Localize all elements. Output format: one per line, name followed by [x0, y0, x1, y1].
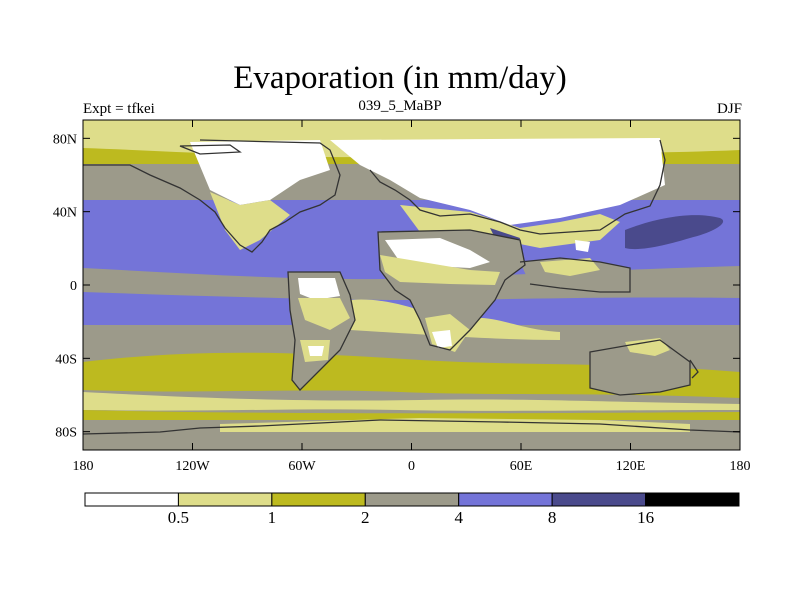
colorbar-swatch — [458, 492, 553, 507]
coastline-africa — [377, 229, 526, 351]
experiment-label: Expt = tfkei — [83, 101, 155, 117]
coastline-south-america — [287, 271, 356, 391]
field-sam-white2 — [308, 346, 324, 356]
lon-tick-label: 60W — [288, 459, 316, 474]
field-tibet-white — [575, 240, 590, 252]
lon-tick-label: 60E — [510, 459, 533, 474]
lon-tick-label: 120W — [175, 459, 210, 474]
colorbar-swatch — [645, 492, 740, 507]
field-eurasia-white — [330, 138, 665, 225]
lat-tick-label: 40S — [55, 352, 77, 367]
coastlines — [83, 139, 740, 435]
colorbar-swatch — [271, 492, 366, 507]
coastline-arctic-island — [179, 144, 242, 155]
coastline-antarctica — [83, 419, 740, 435]
field-band-s-light — [83, 392, 740, 411]
colorbar-swatch — [551, 492, 647, 507]
colorbar-label: 1 — [268, 508, 277, 527]
field-na-white — [190, 140, 330, 205]
coastline-eurasia — [369, 139, 666, 235]
colorbar-label: 2 — [361, 508, 370, 527]
field-s-africa-white — [432, 330, 452, 348]
coastline-australia — [589, 339, 691, 396]
map-plot-area — [83, 120, 740, 450]
field-band-s-olive — [83, 352, 740, 398]
coastline-north-america — [83, 139, 341, 253]
field-australia — [590, 340, 690, 395]
colorbar-swatch — [177, 492, 273, 507]
field-antarctica — [83, 430, 740, 450]
field-sam-white — [298, 278, 340, 300]
colorbar-label: 8 — [548, 508, 557, 527]
lat-tick-label: 80N — [53, 132, 77, 147]
map-axes: 180 120W 60W 0 60E 120E 180 80N 40N 0 40S 80S — [53, 120, 751, 474]
coastline-se-asia — [519, 257, 631, 293]
colorbar-swatch — [364, 492, 460, 507]
colorbar-label: 0.5 — [168, 508, 189, 527]
time-period-label: 039_5_MaBP — [358, 98, 442, 114]
lon-tick-label: 180 — [730, 459, 751, 474]
lat-tick-label: 0 — [70, 279, 77, 294]
lat-tick-label: 40N — [53, 206, 77, 221]
map-title: Evaporation (in mm/day) — [233, 60, 567, 96]
coastline-nz — [689, 359, 699, 379]
field-sam-light — [298, 298, 350, 330]
field-seasia-light — [540, 258, 600, 276]
lon-tick-label: 120E — [616, 459, 646, 474]
field-aus-light — [625, 338, 670, 356]
field-sahara-light — [380, 255, 500, 285]
field-kuroshio — [625, 215, 724, 250]
lat-tick-label: 80S — [55, 426, 77, 441]
season-label: DJF — [716, 101, 742, 117]
field-na-pale — [210, 192, 290, 250]
colorbar-swatch — [84, 492, 179, 507]
lon-tick-label: 0 — [408, 459, 415, 474]
lon-tick-label: 180 — [73, 459, 94, 474]
colorbar-label: 4 — [454, 508, 463, 527]
colorbar: 0.5 1 2 4 8 16 — [84, 492, 740, 527]
colorbar-label: 16 — [637, 508, 654, 527]
